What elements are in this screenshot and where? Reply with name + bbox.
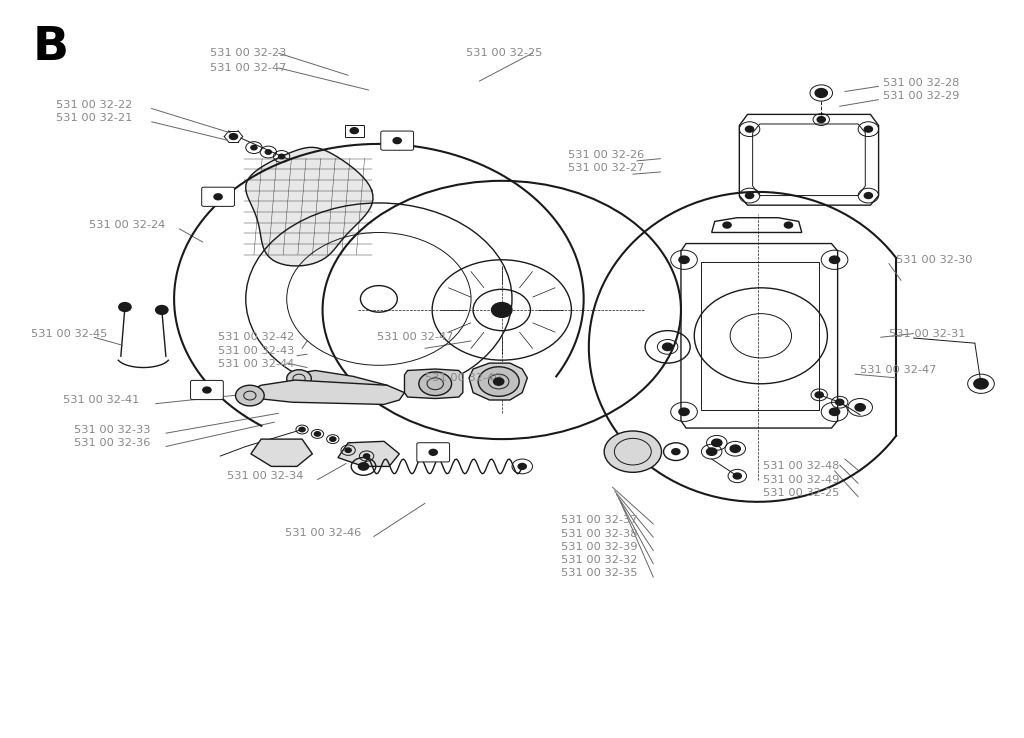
Circle shape [314, 432, 321, 436]
Circle shape [156, 306, 168, 314]
Polygon shape [244, 380, 404, 404]
Circle shape [419, 372, 452, 396]
Text: B: B [33, 26, 69, 70]
Circle shape [251, 145, 257, 150]
Text: 531 00 32-23: 531 00 32-23 [210, 48, 287, 58]
Text: 531 00 32-47: 531 00 32-47 [377, 332, 454, 342]
Circle shape [494, 378, 504, 385]
Text: 531 00 32-45: 531 00 32-45 [31, 328, 108, 339]
Circle shape [745, 193, 754, 199]
Text: 531 00 32-42: 531 00 32-42 [218, 332, 294, 342]
Circle shape [733, 473, 741, 479]
Circle shape [236, 385, 264, 406]
Text: 531 00 32-25: 531 00 32-25 [466, 48, 543, 58]
Polygon shape [246, 148, 373, 266]
Text: 531 00 32-35: 531 00 32-35 [561, 568, 638, 579]
Text: 531 00 32-44: 531 00 32-44 [218, 359, 294, 369]
Circle shape [604, 431, 662, 472]
Circle shape [855, 404, 865, 411]
Circle shape [279, 154, 285, 159]
Text: 531 00 32-31: 531 00 32-31 [889, 328, 966, 339]
Circle shape [974, 379, 988, 389]
Circle shape [745, 126, 754, 132]
Text: 531 00 32-29: 531 00 32-29 [883, 91, 959, 101]
FancyBboxPatch shape [345, 125, 364, 137]
Text: 531 00 32-25: 531 00 32-25 [763, 488, 840, 498]
Text: 531 00 32-47: 531 00 32-47 [210, 63, 287, 73]
Circle shape [864, 126, 872, 132]
Text: 531 00 32-49: 531 00 32-49 [763, 475, 840, 485]
Text: 531 00 32-27: 531 00 32-27 [568, 163, 645, 173]
Circle shape [817, 117, 825, 123]
Circle shape [836, 399, 844, 405]
Circle shape [119, 303, 131, 311]
Text: 531 00 32-43: 531 00 32-43 [218, 345, 295, 356]
Circle shape [203, 387, 211, 393]
Circle shape [815, 89, 827, 97]
Text: 531 00 32-22: 531 00 32-22 [56, 100, 132, 110]
Circle shape [393, 138, 401, 144]
Text: 531 00 32-24: 531 00 32-24 [89, 220, 165, 230]
Text: 531 00 32-41: 531 00 32-41 [63, 395, 140, 405]
Circle shape [829, 256, 840, 263]
Circle shape [707, 448, 717, 455]
Polygon shape [295, 370, 394, 397]
Polygon shape [469, 363, 527, 400]
Text: 531 00 32-36: 531 00 32-36 [74, 438, 151, 448]
Text: 531 00 32-26: 531 00 32-26 [568, 150, 644, 160]
Text: 531 00 32-33: 531 00 32-33 [74, 424, 151, 435]
Text: 531 00 32-21: 531 00 32-21 [56, 113, 133, 123]
Text: 531 00 32-40: 531 00 32-40 [425, 373, 502, 383]
Polygon shape [251, 439, 312, 466]
Circle shape [679, 408, 689, 415]
Circle shape [229, 134, 238, 139]
Circle shape [478, 367, 519, 396]
Text: 531 00 32-32: 531 00 32-32 [561, 555, 638, 565]
Circle shape [730, 445, 740, 452]
Polygon shape [404, 369, 463, 399]
Circle shape [358, 463, 369, 470]
Circle shape [492, 303, 512, 317]
FancyBboxPatch shape [381, 131, 414, 151]
Text: 531 00 32-30: 531 00 32-30 [896, 255, 973, 265]
Circle shape [663, 343, 673, 351]
Circle shape [723, 222, 731, 228]
FancyBboxPatch shape [190, 380, 223, 399]
Circle shape [350, 128, 358, 134]
FancyBboxPatch shape [417, 443, 450, 462]
FancyBboxPatch shape [202, 187, 234, 207]
Text: 531 00 32-46: 531 00 32-46 [285, 528, 360, 538]
Text: 531 00 32-28: 531 00 32-28 [883, 77, 959, 88]
Circle shape [712, 439, 722, 446]
Circle shape [364, 454, 370, 458]
Circle shape [330, 437, 336, 441]
Text: 531 00 32-47: 531 00 32-47 [860, 365, 937, 376]
Circle shape [518, 463, 526, 469]
Text: 531 00 32-37: 531 00 32-37 [561, 515, 638, 525]
Circle shape [214, 194, 222, 200]
Circle shape [815, 392, 823, 398]
Circle shape [429, 449, 437, 455]
Polygon shape [338, 441, 399, 466]
Circle shape [672, 449, 680, 455]
Circle shape [679, 256, 689, 263]
Circle shape [287, 370, 311, 387]
Text: 531 00 32-39: 531 00 32-39 [561, 542, 638, 552]
Circle shape [265, 150, 271, 154]
Circle shape [299, 427, 305, 432]
Circle shape [345, 448, 351, 452]
Text: 531 00 32-48: 531 00 32-48 [763, 461, 840, 472]
Circle shape [829, 408, 840, 415]
Text: 531 00 32-34: 531 00 32-34 [227, 471, 304, 481]
Text: 531 00 32-38: 531 00 32-38 [561, 528, 638, 539]
Circle shape [784, 222, 793, 228]
Circle shape [864, 193, 872, 199]
